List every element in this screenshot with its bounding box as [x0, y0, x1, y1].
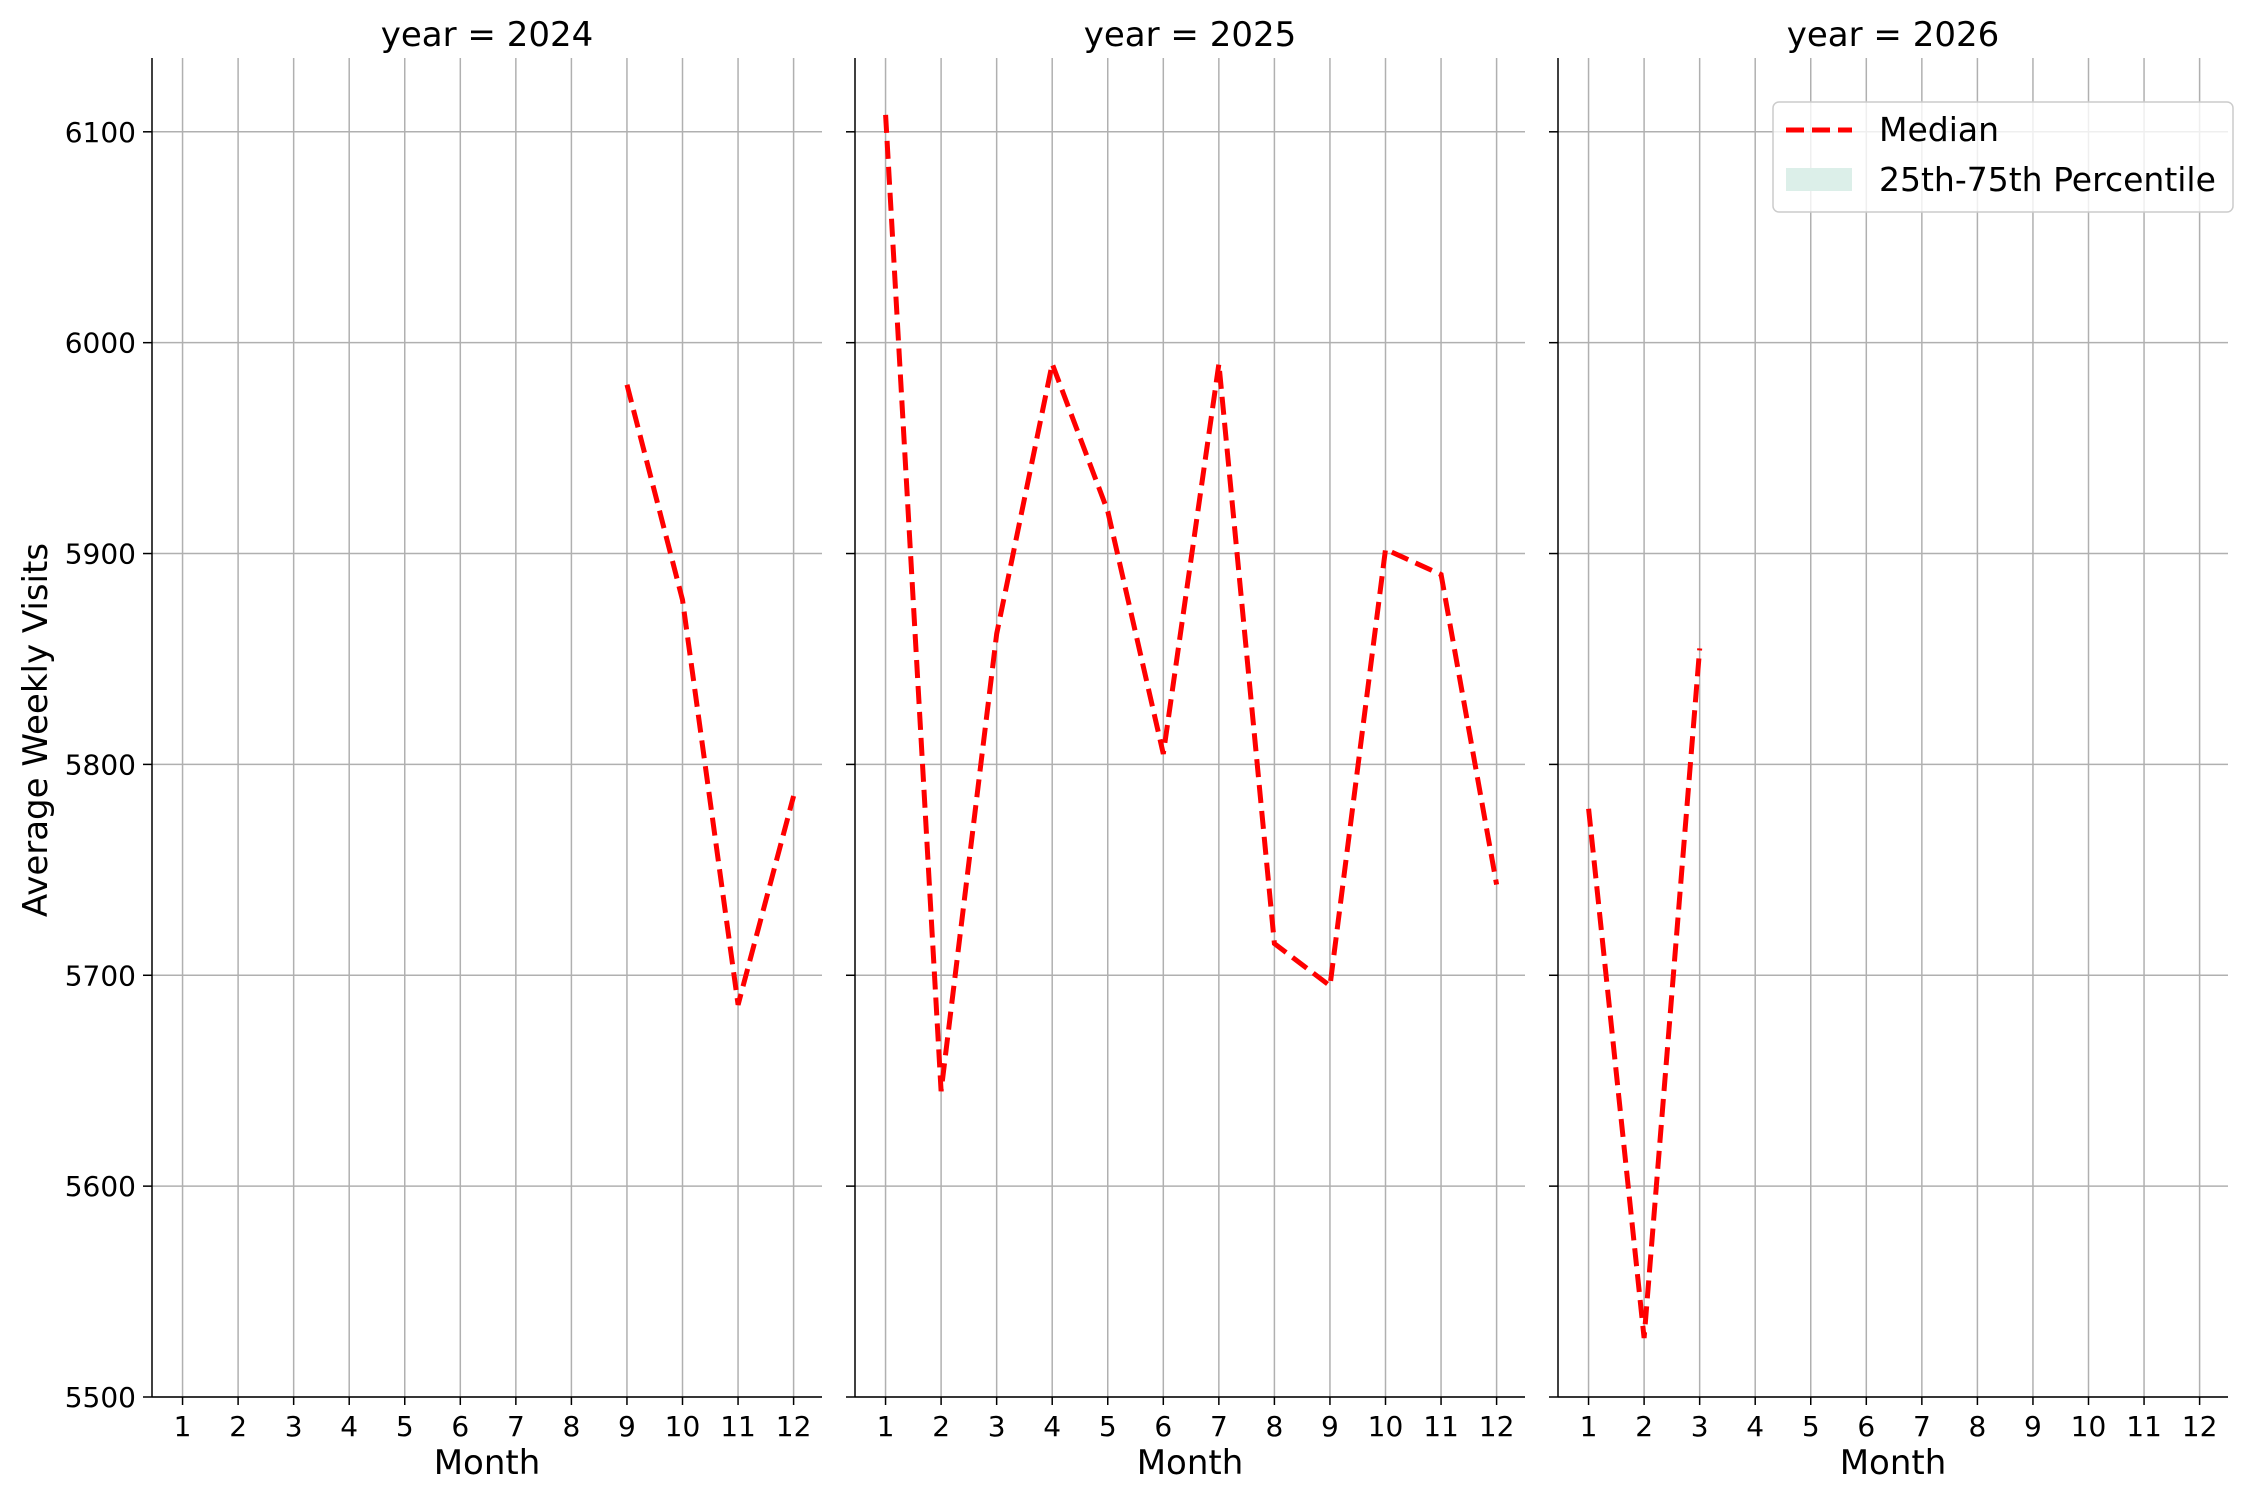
y-tick-label: 6100 [65, 116, 136, 149]
x-tick-label: 7 [507, 1410, 525, 1443]
legend-percentile-label: 25th-75th Percentile [1879, 160, 2216, 199]
x-axis-label: Month [1840, 1443, 1947, 1483]
x-tick-label: 1 [174, 1410, 192, 1443]
x-tick-label: 1 [1580, 1410, 1598, 1443]
x-tick-label: 3 [988, 1410, 1006, 1443]
y-tick-label: 5700 [65, 959, 136, 992]
x-tick-label: 2 [1635, 1410, 1653, 1443]
x-tick-label: 12 [776, 1410, 812, 1443]
x-tick-label: 5 [1099, 1410, 1117, 1443]
x-tick-label: 4 [340, 1410, 358, 1443]
x-tick-label: 11 [720, 1410, 756, 1443]
chart-panels: 1 2 3 4 5 6 7 8 9 10 11 125500560057005800590060006… [65, 15, 2228, 1483]
x-axis-label: Month [1137, 1443, 1244, 1483]
median-line [624, 384, 797, 1006]
x-tick-label: 9 [2024, 1410, 2042, 1443]
x-tick-label: 4 [1746, 1410, 1764, 1443]
y-tick-label: 5800 [65, 748, 136, 781]
legend-frame [1772, 101, 2234, 213]
x-tick-label: 6 [451, 1410, 469, 1443]
panel-title: year = 2025 [1084, 15, 1296, 55]
x-tick-label: 11 [2126, 1410, 2162, 1443]
x-tick-label: 2 [932, 1410, 950, 1443]
x-tick-label: 12 [1479, 1410, 1515, 1443]
x-tick-label: 10 [1368, 1410, 1404, 1443]
x-tick-label: 7 [1210, 1410, 1228, 1443]
y-tick-label: 5600 [65, 1170, 136, 1203]
median-line [883, 114, 1500, 1092]
x-tick-label: 12 [2182, 1410, 2218, 1443]
x-tick-label: 8 [562, 1410, 580, 1443]
x-tick-label: 7 [1913, 1410, 1931, 1443]
x-tick-label: 10 [2071, 1410, 2107, 1443]
legend-median-label: Median [1879, 110, 1999, 149]
x-tick-label: 6 [1857, 1410, 1875, 1443]
legend-percentile-swatch [1786, 168, 1852, 191]
panel-title: year = 2026 [1787, 15, 1999, 55]
x-tick-label: 10 [665, 1410, 701, 1443]
x-tick-label: 8 [1265, 1410, 1283, 1443]
x-tick-label: 1 [877, 1410, 895, 1443]
x-tick-label: 4 [1043, 1410, 1061, 1443]
x-tick-label: 5 [396, 1410, 414, 1443]
y-tick-label: 5500 [65, 1381, 136, 1414]
x-tick-label: 9 [1321, 1410, 1339, 1443]
x-tick-label: 2 [229, 1410, 247, 1443]
x-tick-label: 11 [1423, 1410, 1459, 1443]
panel-1: 1 2 3 4 5 6 7 8 9 10 11 125500560057005800590060006… [65, 15, 822, 1483]
legend: Median 25th-75th Percentile [1772, 101, 2234, 213]
x-tick-label: 3 [1691, 1410, 1709, 1443]
x-tick-label: 8 [1968, 1410, 1986, 1443]
x-tick-label: 3 [285, 1410, 303, 1443]
y-tick-label: 5900 [65, 538, 136, 571]
x-tick-label: 9 [618, 1410, 636, 1443]
y-tick-label: 6000 [65, 327, 136, 360]
panel-title: year = 2024 [381, 15, 593, 55]
x-tick-label: 5 [1802, 1410, 1820, 1443]
y-axis-label: Average Weekly Visits [16, 543, 56, 917]
x-tick-label: 6 [1154, 1410, 1172, 1443]
x-axis-label: Month [434, 1443, 541, 1483]
